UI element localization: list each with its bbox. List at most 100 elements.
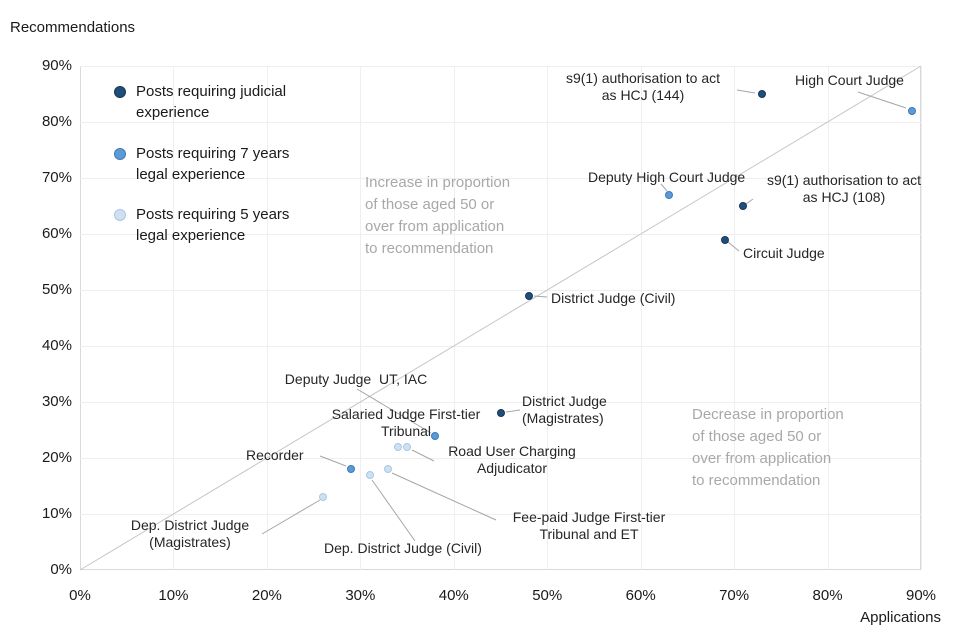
x-axis-tick-label: 0% xyxy=(69,587,91,604)
data-point-dep_dj_civil xyxy=(365,470,374,479)
point-label-s9_108: s9(1) authorisation to act as HCJ (108) xyxy=(748,172,940,206)
gridline-horizontal xyxy=(80,514,921,515)
data-point-salaried_ftt xyxy=(393,442,402,451)
legend-dot-7-years-legal xyxy=(114,148,126,160)
point-label-line: Salaried Judge First-tier xyxy=(331,406,481,422)
leader-line-road_user xyxy=(411,449,435,462)
gridline-vertical xyxy=(734,66,736,570)
annotation-line: Increase in proportion xyxy=(365,174,511,191)
gridline-horizontal xyxy=(80,458,921,459)
point-label-line: (Magistrates) xyxy=(522,410,604,426)
point-label-line: Tribunal and ET xyxy=(539,526,639,542)
x-axis-tick-label: 10% xyxy=(158,587,189,604)
y-axis-tick-label: 10% xyxy=(41,505,72,522)
point-label-salaried_ftt: Salaried Judge First-tier Tribunal xyxy=(321,406,491,440)
data-point-dep_dj_mag xyxy=(318,493,327,502)
annotation-decrease: Decrease in proportion of those aged 50 o… xyxy=(692,404,844,492)
y-axis-tick-label: 60% xyxy=(41,225,72,242)
leader-line-recorder xyxy=(319,455,347,467)
legend-label-5-years-legal: Posts requiring 5 years legal experience xyxy=(136,206,290,244)
leader-line-high_court_judge xyxy=(857,91,907,109)
annotation-line: over from application xyxy=(365,218,505,235)
gridline-vertical xyxy=(360,66,362,570)
leader-line-dep_dj_civil xyxy=(371,479,416,542)
point-label-s9_144: s9(1) authorisation to act as HCJ (144) xyxy=(548,70,738,104)
diagonal-reference-line xyxy=(79,65,922,571)
point-label-dep_hcj: Deputy High Court Judge xyxy=(588,169,778,186)
point-label-line: as HCJ (108) xyxy=(802,189,886,205)
gridline-vertical xyxy=(547,66,549,570)
data-point-s9_108 xyxy=(739,202,748,210)
annotation-line: Decrease in proportion xyxy=(692,406,844,423)
gridline-horizontal xyxy=(80,234,921,235)
gridline-horizontal xyxy=(80,290,921,291)
y-axis-tick-label: 50% xyxy=(41,281,72,298)
point-label-line: Tribunal xyxy=(380,423,432,439)
data-point-circuit xyxy=(720,235,729,244)
x-axis-tick-label: 40% xyxy=(438,587,469,604)
y-axis-tick-label: 40% xyxy=(41,337,72,354)
x-axis-tick-label: 90% xyxy=(905,587,937,604)
x-axis-tick-label: 20% xyxy=(251,587,282,604)
data-point-dj_mag xyxy=(496,409,505,418)
leader-line-dep_hcj xyxy=(660,183,668,192)
point-label-dep_dj_mag: Dep. District Judge (Magistrates) xyxy=(112,517,268,551)
leader-line-circuit xyxy=(727,241,740,252)
leader-line-dj_civil xyxy=(533,295,548,298)
annotation-line: over from application xyxy=(692,450,832,467)
point-label-dep_ut_iac: Deputy Judge UT, IAC xyxy=(272,371,440,388)
gridline-horizontal xyxy=(80,402,921,403)
point-label-road_user: Road User Charging Adjudicator xyxy=(422,443,602,477)
point-label-recorder: Recorder xyxy=(246,447,318,464)
point-label-line: Dep. District Judge xyxy=(130,517,250,533)
leader-line-s9_144 xyxy=(736,89,756,94)
y-axis-title: Recommendations xyxy=(10,19,136,36)
x-axis-title: Applications xyxy=(860,609,941,626)
legend-label-7-years-legal: Posts requiring 7 years legal experience xyxy=(136,145,290,183)
gridline-vertical xyxy=(266,66,268,570)
gridline-horizontal xyxy=(80,178,921,179)
y-axis-tick-label: 70% xyxy=(41,169,72,186)
point-label-line: s9(1) authorisation to act xyxy=(766,172,922,188)
point-label-line: Adjudicator xyxy=(476,460,548,476)
x-axis-tick-label: 70% xyxy=(719,587,750,604)
x-axis-tick-label: 30% xyxy=(345,587,376,604)
data-point-dep_ut_iac xyxy=(431,431,440,440)
y-axis-tick-label: 20% xyxy=(41,449,72,466)
gridline-vertical xyxy=(827,66,829,570)
annotation-increase: Increase in proportion of those aged 50 o… xyxy=(365,172,510,260)
point-label-line: District Judge (Civil) xyxy=(551,290,676,306)
data-point-road_user xyxy=(403,442,412,451)
point-label-line: Deputy Judge UT, IAC xyxy=(284,371,428,387)
legend-dot-5-years-legal xyxy=(114,209,126,221)
point-label-line: Dep. District Judge (Civil) xyxy=(324,540,482,556)
point-label-circuit: Circuit Judge xyxy=(743,245,853,262)
point-label-line: High Court Judge xyxy=(795,72,904,88)
leader-line-dep_ut_iac xyxy=(356,388,432,434)
gridline-vertical xyxy=(453,66,455,570)
gridline-vertical xyxy=(921,66,922,570)
y-axis-tick-label: 30% xyxy=(41,393,72,410)
leader-line-s9_108 xyxy=(745,198,754,205)
point-label-line: s9(1) authorisation to act xyxy=(565,70,721,86)
point-label-line: (Magistrates) xyxy=(149,534,231,550)
x-axis-tick-label: 50% xyxy=(532,587,563,604)
gridline-horizontal xyxy=(80,66,921,67)
point-label-line: Fee-paid Judge First-tier xyxy=(512,509,666,525)
point-label-line: Road User Charging xyxy=(448,443,576,459)
data-point-dep_hcj xyxy=(664,190,673,199)
y-axis-tick-label: 0% xyxy=(50,561,72,578)
point-label-line: Deputy High Court Judge xyxy=(588,169,746,185)
data-point-dj_civil xyxy=(524,291,533,300)
data-point-fee_paid_ftt xyxy=(384,465,393,474)
data-point-recorder xyxy=(346,465,355,474)
y-axis-tick-label: 80% xyxy=(41,113,72,130)
x-axis-tick-label: 60% xyxy=(625,587,656,604)
leader-line-dep_dj_mag xyxy=(261,499,321,535)
gridline-vertical xyxy=(173,66,175,570)
y-axis-tick-label: 90% xyxy=(41,57,72,74)
annotation-line: to recommendation xyxy=(692,472,821,489)
annotation-line: of those aged 50 or xyxy=(692,428,822,445)
